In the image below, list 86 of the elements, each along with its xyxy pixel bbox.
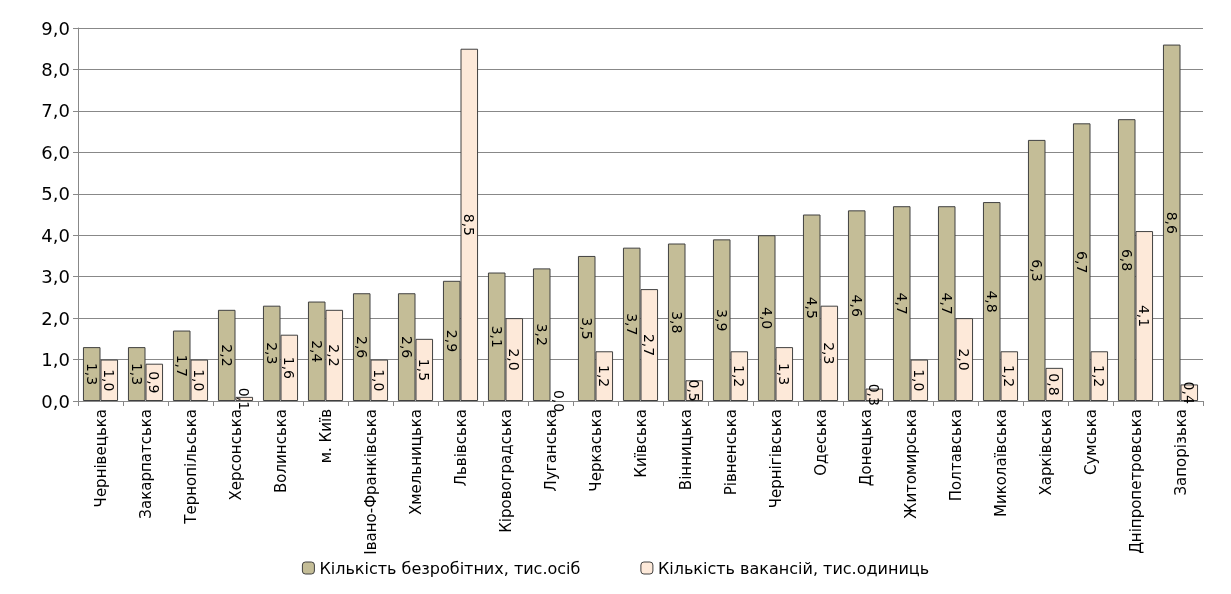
- data-label: 3,9: [713, 309, 730, 332]
- data-label: 1,3: [83, 362, 100, 386]
- x-tick-label: Чернігівська: [766, 409, 785, 509]
- data-label: 2,6: [353, 335, 370, 359]
- y-tick-label: 4,0: [41, 224, 70, 246]
- x-tick-label: Харківська: [1036, 409, 1055, 496]
- legend-label: Кількість безробітних, тис.осіб: [319, 558, 581, 578]
- x-tick-label: Львівська: [451, 409, 470, 487]
- data-label: 3,1: [488, 325, 505, 348]
- x-tick-label: Хмельницька: [406, 409, 425, 516]
- x-tick-label: Кіровоградська: [496, 409, 515, 533]
- data-label: 2,3: [821, 342, 838, 365]
- data-label: 3,2: [533, 323, 550, 346]
- data-label: 1,0: [911, 369, 928, 392]
- y-tick-label: 7,0: [41, 100, 70, 122]
- y-tick-label: 8,0: [41, 58, 70, 80]
- x-tick-label: Запорізька: [1171, 409, 1190, 496]
- data-label: 3,5: [578, 317, 595, 340]
- data-label: 1,2: [1091, 365, 1108, 388]
- x-tick-label: Чернівецька: [91, 409, 110, 508]
- data-label: 2,2: [326, 344, 343, 367]
- data-label: 1,7: [173, 354, 190, 377]
- y-tick-label: 9,0: [41, 17, 70, 39]
- data-label: 4,0: [758, 306, 775, 330]
- data-label: 1,0: [371, 369, 388, 392]
- data-label: 4,7: [893, 292, 910, 315]
- y-tick-label: 1,0: [41, 349, 70, 371]
- x-tick-label: Одеська: [811, 409, 830, 476]
- x-tick-label: Дніпропетровська: [1126, 409, 1145, 554]
- y-tick-label: 2,0: [41, 307, 70, 329]
- data-label: 0,4: [1181, 381, 1198, 404]
- x-tick-label: м. Київ: [316, 409, 335, 464]
- data-label: 6,7: [1073, 251, 1090, 274]
- bar: [532, 268, 551, 401]
- data-label: 3,8: [668, 311, 685, 334]
- x-tick-label: Херсонська: [226, 409, 245, 501]
- data-label: 4,7: [938, 292, 955, 315]
- data-label: 0,5: [686, 379, 703, 402]
- data-label: 0,8: [1046, 373, 1063, 396]
- data-label: 2,6: [398, 335, 415, 359]
- x-tick-label: Миколаївська: [991, 409, 1010, 518]
- data-label: 8,6: [1163, 211, 1180, 235]
- data-label: 6,3: [1028, 259, 1045, 282]
- x-tick-label: Полтавська: [946, 409, 965, 502]
- data-label: 4,8: [983, 290, 1000, 313]
- data-label: 1,3: [128, 362, 145, 386]
- data-label: 2,0: [506, 348, 523, 371]
- x-tick-label: Волинська: [271, 409, 290, 493]
- data-label: 2,0: [956, 348, 973, 371]
- data-label: 1,2: [731, 365, 748, 388]
- y-tick-label: 0,0: [41, 390, 70, 412]
- data-label: 2,4: [308, 340, 325, 363]
- data-label: 4,5: [803, 296, 820, 319]
- data-label: 4,6: [848, 294, 865, 317]
- x-tick-label: Житомирська: [901, 409, 920, 519]
- x-tick-label: Донецька: [856, 409, 875, 487]
- data-label: 4,1: [1136, 304, 1153, 328]
- y-tick-label: 3,0: [41, 266, 70, 288]
- data-label: 1,3: [776, 362, 793, 386]
- data-label: 1,5: [416, 358, 433, 382]
- x-tick-label: Івано-Франківська: [361, 409, 380, 555]
- data-label: 3,7: [623, 313, 640, 336]
- y-tick-label: 6,0: [41, 141, 70, 163]
- x-tick-label: Тернопільська: [181, 409, 200, 525]
- data-label: 6,8: [1118, 248, 1135, 272]
- x-tick-label: Закарпатська: [136, 409, 155, 519]
- x-tick-label: Сумська: [1081, 409, 1100, 476]
- data-label: 8,5: [461, 213, 478, 236]
- y-tick-label: 5,0: [41, 183, 70, 205]
- data-label: 2,2: [218, 344, 235, 367]
- data-label: 1,2: [1001, 365, 1018, 388]
- data-label: 0,9: [146, 371, 163, 394]
- x-tick-label: Вінницька: [676, 409, 695, 491]
- data-label: 2,3: [263, 342, 280, 365]
- data-label: 2,9: [443, 329, 460, 353]
- data-label: 1,0: [191, 369, 208, 392]
- data-label: 2,7: [641, 333, 658, 357]
- data-label: 1,6: [281, 356, 298, 380]
- data-label: 0,3: [866, 383, 883, 406]
- legend-label: Кількість вакансій, тис.одиниць: [657, 558, 930, 578]
- x-tick-label: Рівненська: [721, 409, 740, 496]
- data-label: 0,1: [236, 387, 253, 411]
- x-tick-label: Черкаська: [586, 409, 605, 492]
- data-label: 1,0: [101, 369, 118, 392]
- x-tick-label: Київська: [631, 409, 650, 478]
- data-label: 1,2: [596, 365, 613, 388]
